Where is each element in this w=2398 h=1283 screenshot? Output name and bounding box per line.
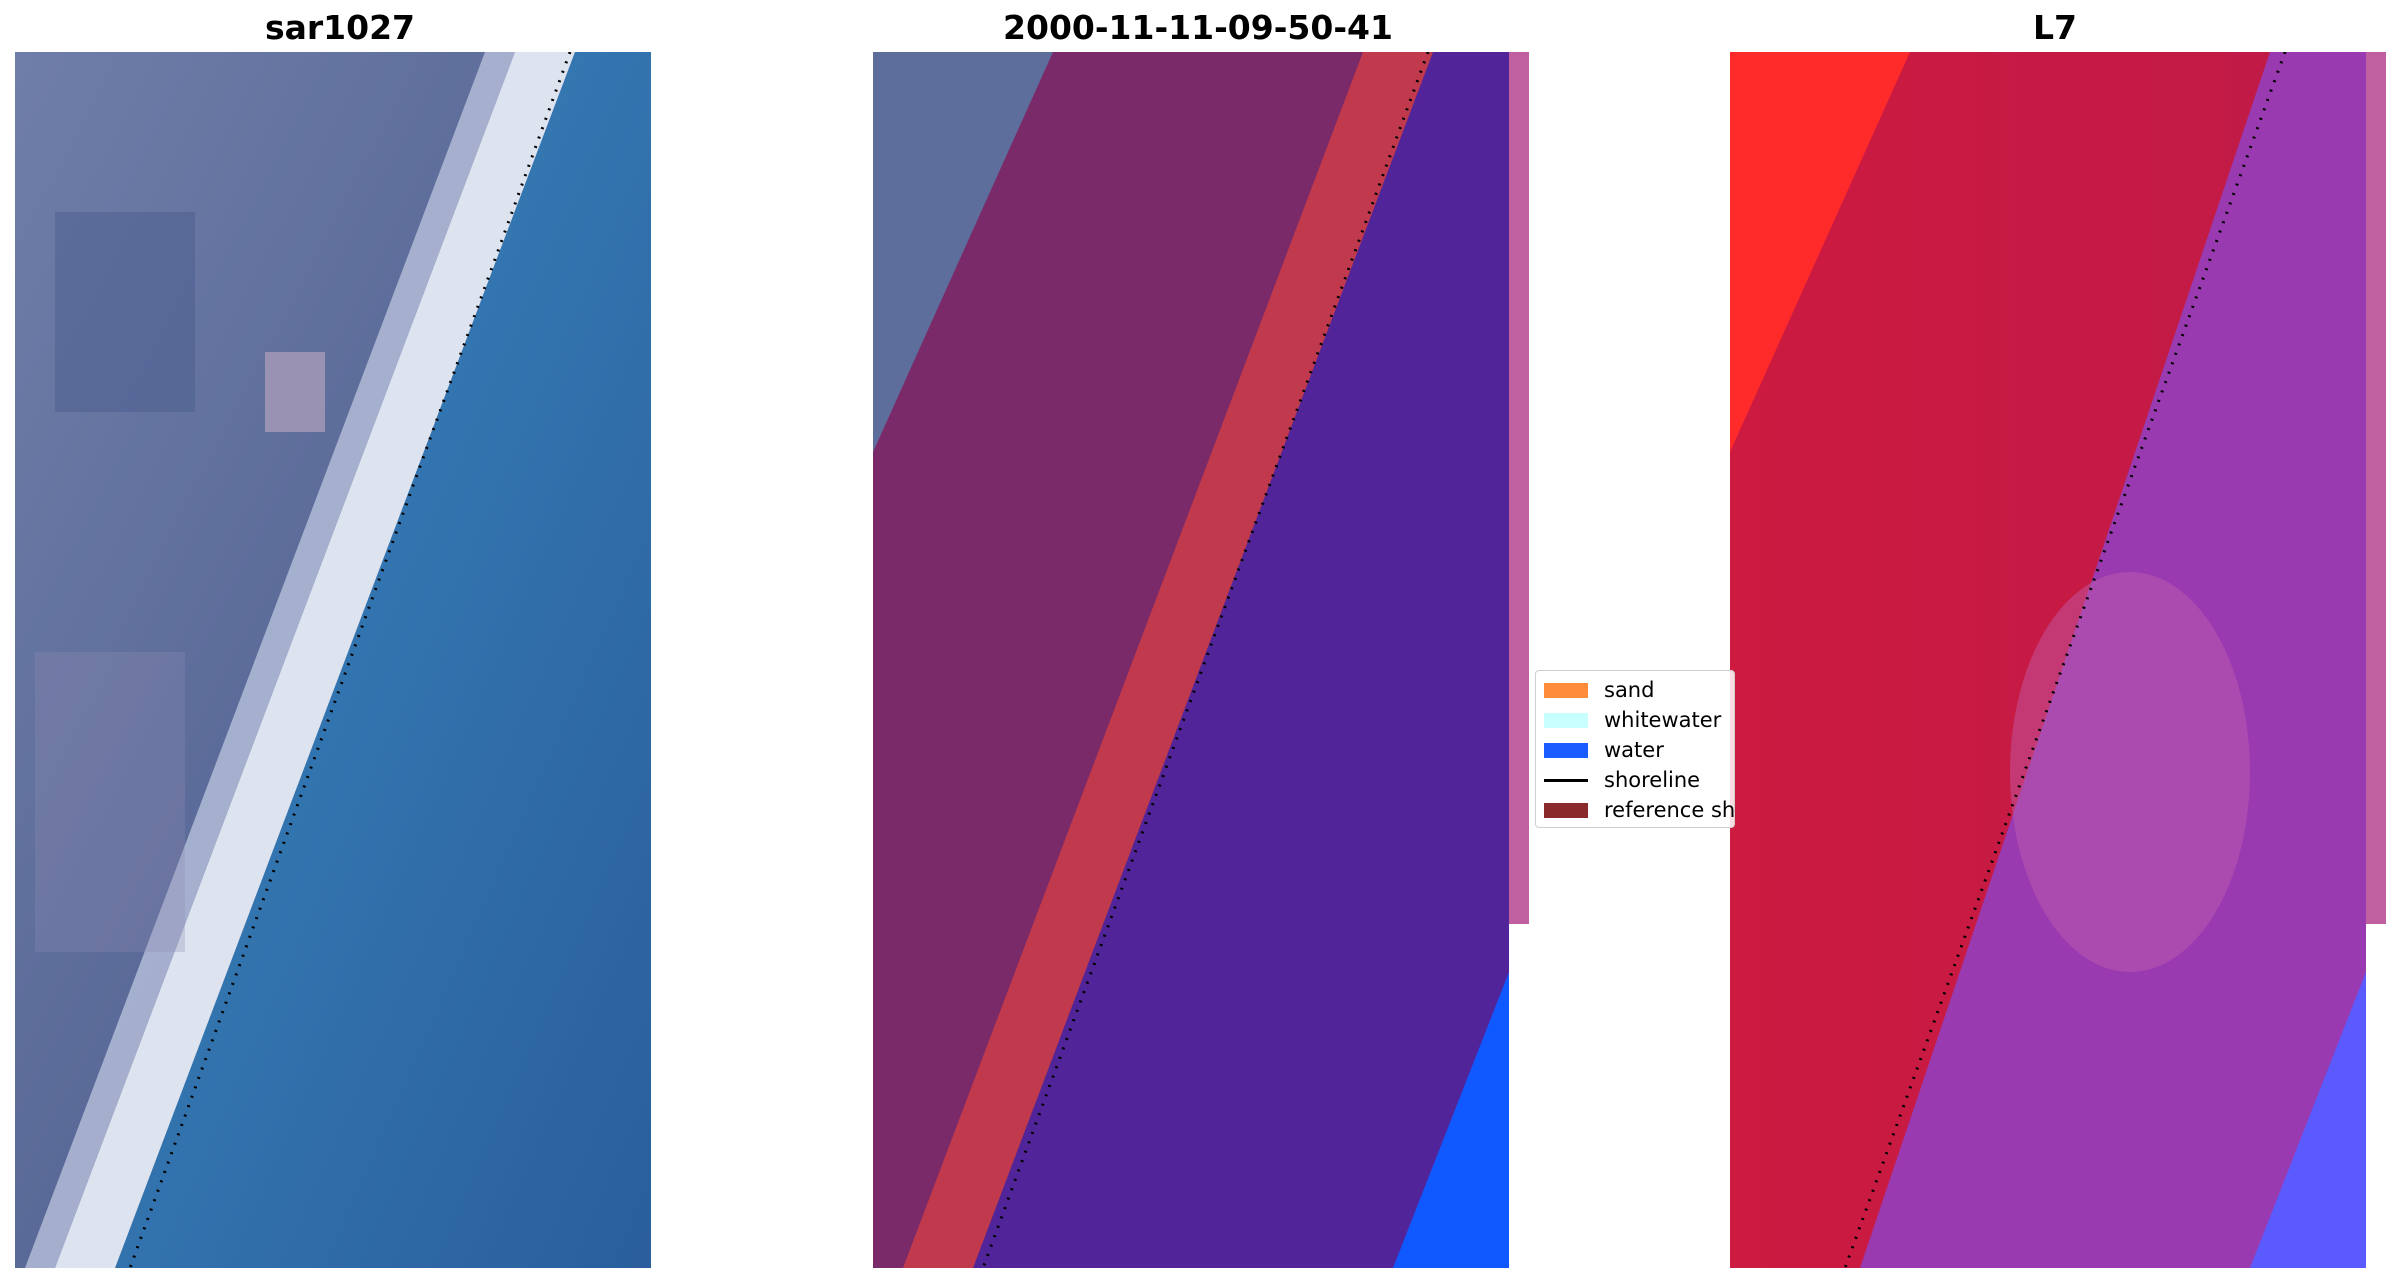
legend-item-sand: sand xyxy=(1536,675,1734,703)
beach-edge xyxy=(25,52,515,1268)
water-index xyxy=(1860,52,2366,1268)
whitewater-swatch xyxy=(1544,713,1588,728)
index-texture-patch xyxy=(2010,572,2250,972)
reference-shoreline-buffer xyxy=(903,52,1433,1268)
legend-label: water xyxy=(1604,738,1664,762)
sand-swatch xyxy=(1544,683,1588,698)
legend: sand whitewater water shoreline referenc… xyxy=(1535,670,1735,828)
index-edge-strip xyxy=(2366,52,2386,924)
legend-label: shoreline xyxy=(1604,768,1701,792)
water-swatch xyxy=(1544,743,1588,758)
beach-strip xyxy=(55,52,575,1268)
buffer-edge-strip xyxy=(1509,52,1529,924)
shoreline-swatch xyxy=(1544,779,1588,782)
legend-item-water: water xyxy=(1536,735,1734,763)
land-texture-patch xyxy=(35,652,185,952)
rgb-image-panel xyxy=(15,52,651,1268)
panel-title-classified: 2000-11-11-09-50-41 xyxy=(1003,8,1393,47)
legend-label: whitewater xyxy=(1604,708,1722,732)
land-texture-patch xyxy=(55,212,195,412)
legend-item-shoreline: shoreline xyxy=(1536,765,1734,793)
high-index-patch xyxy=(1730,52,1910,452)
classified-image-panel xyxy=(873,52,1529,1268)
land-texture-patch xyxy=(265,352,325,432)
index-image-panel xyxy=(1730,52,2386,1268)
water-class-bright xyxy=(1393,972,1509,1268)
reference-buffer-swatch xyxy=(1544,803,1588,818)
legend-item-whitewater: whitewater xyxy=(1536,705,1734,733)
legend-label: reference shoreline buffer xyxy=(1604,798,1735,822)
water-class xyxy=(973,52,1509,1268)
unclassified-land xyxy=(873,52,1053,452)
legend-label: sand xyxy=(1604,678,1655,702)
legend-item-reference-buffer: reference shoreline buffer xyxy=(1536,795,1734,823)
panel-title-rgb: sar1027 xyxy=(264,8,416,47)
water-area xyxy=(115,52,651,1268)
water-index-bright xyxy=(2250,972,2366,1268)
panel-title-index: L7 xyxy=(2033,8,2077,47)
